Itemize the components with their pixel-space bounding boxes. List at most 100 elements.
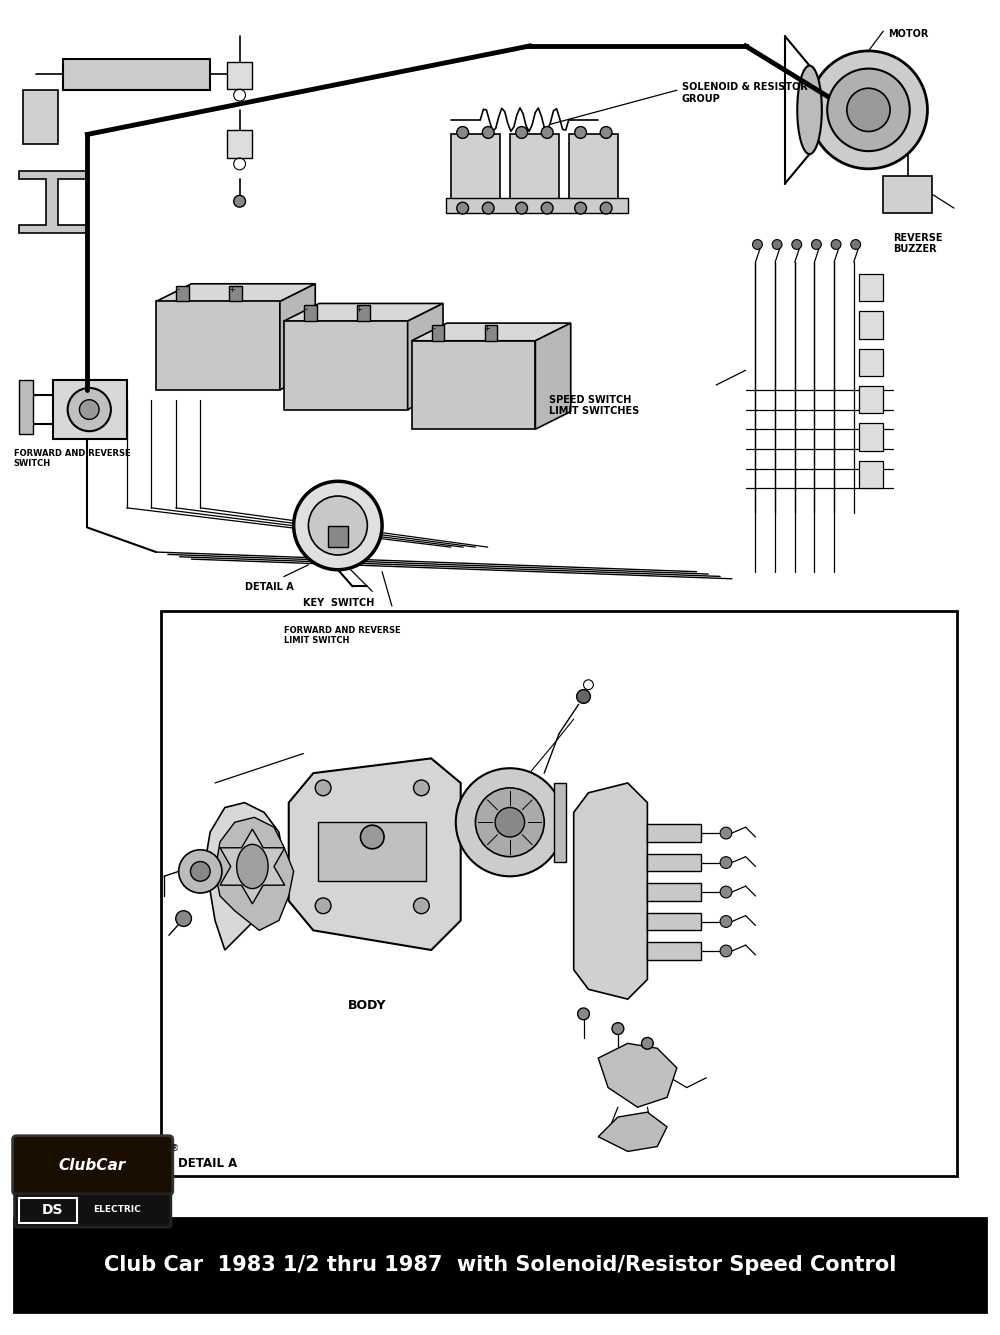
Circle shape [720, 945, 732, 957]
Polygon shape [284, 322, 408, 410]
Polygon shape [19, 171, 87, 232]
Bar [161, 611, 957, 1176]
Bar [859, 386, 883, 414]
Polygon shape [156, 284, 315, 302]
Bar [446, 199, 628, 214]
Bar [357, 306, 370, 322]
Bar [859, 461, 883, 489]
Bar [647, 824, 701, 842]
Polygon shape [598, 1112, 667, 1152]
Circle shape [541, 127, 553, 139]
Circle shape [578, 1008, 589, 1020]
Circle shape [516, 127, 528, 139]
Text: FORWARD AND REVERSE
SWITCH: FORWARD AND REVERSE SWITCH [14, 449, 130, 469]
Text: REVERSE
BUZZER: REVERSE BUZZER [893, 232, 943, 254]
Polygon shape [412, 340, 535, 430]
Circle shape [847, 88, 890, 131]
Circle shape [457, 202, 469, 214]
Text: +: + [483, 324, 490, 334]
Circle shape [234, 136, 246, 148]
Circle shape [575, 127, 586, 139]
Polygon shape [408, 303, 443, 410]
Bar [859, 348, 883, 376]
Circle shape [720, 828, 732, 838]
Circle shape [753, 239, 762, 250]
Text: ClubCar: ClubCar [59, 1157, 126, 1172]
Circle shape [495, 808, 525, 837]
Bar [53, 380, 127, 439]
Text: DETAIL A: DETAIL A [245, 582, 293, 591]
Circle shape [234, 195, 246, 207]
Circle shape [68, 388, 111, 431]
Circle shape [720, 857, 732, 869]
Text: ELECTRIC: ELECTRIC [93, 1206, 141, 1215]
Circle shape [577, 690, 590, 704]
Bar [318, 822, 426, 881]
Circle shape [234, 68, 246, 79]
Bar [328, 526, 348, 547]
Circle shape [475, 788, 544, 857]
Bar [859, 274, 883, 302]
Bar [883, 176, 932, 214]
Bar [647, 943, 701, 960]
Circle shape [457, 127, 469, 139]
Ellipse shape [797, 65, 822, 154]
Text: DS: DS [42, 1203, 64, 1218]
Circle shape [792, 239, 802, 250]
Bar [227, 131, 252, 158]
Polygon shape [156, 302, 280, 390]
FancyBboxPatch shape [13, 1136, 173, 1195]
Bar [451, 135, 500, 203]
Bar [859, 311, 883, 339]
Bar [569, 135, 618, 203]
Polygon shape [205, 802, 284, 951]
Polygon shape [280, 284, 315, 390]
Text: -: - [304, 304, 307, 314]
Polygon shape [220, 829, 285, 904]
Polygon shape [535, 323, 571, 430]
Bar [485, 324, 497, 340]
Circle shape [79, 399, 99, 419]
Polygon shape [574, 782, 647, 999]
Bar [19, 380, 33, 434]
Circle shape [360, 825, 384, 849]
Bar [647, 913, 701, 930]
Circle shape [641, 1037, 653, 1049]
Polygon shape [215, 817, 294, 930]
Circle shape [516, 202, 528, 214]
Bar [554, 782, 566, 861]
FancyBboxPatch shape [15, 1193, 171, 1227]
Circle shape [176, 910, 191, 926]
Bar [859, 423, 883, 451]
Polygon shape [598, 1044, 677, 1107]
Circle shape [308, 497, 367, 555]
Circle shape [851, 239, 861, 250]
Text: DETAIL A: DETAIL A [178, 1157, 237, 1169]
Circle shape [612, 1023, 624, 1035]
Bar [510, 135, 559, 203]
Text: FORWARD AND REVERSE
LIMIT SWITCH: FORWARD AND REVERSE LIMIT SWITCH [284, 626, 400, 645]
Bar [63, 59, 210, 91]
Text: -: - [432, 324, 435, 334]
Circle shape [315, 898, 331, 913]
Circle shape [827, 68, 910, 151]
Bar [304, 306, 317, 322]
Bar [19, 1197, 77, 1223]
Circle shape [482, 127, 494, 139]
Circle shape [315, 780, 331, 796]
Circle shape [772, 239, 782, 250]
Bar [432, 324, 444, 340]
Text: +: + [228, 286, 235, 294]
Circle shape [831, 239, 841, 250]
Bar [647, 884, 701, 901]
Polygon shape [412, 323, 571, 340]
Circle shape [720, 916, 732, 928]
Text: MOTOR: MOTOR [888, 29, 929, 39]
Text: SPEED SWITCH
LIMIT SWITCHES: SPEED SWITCH LIMIT SWITCHES [549, 395, 639, 417]
Circle shape [575, 202, 586, 214]
Circle shape [190, 861, 210, 881]
Circle shape [810, 51, 927, 168]
Circle shape [294, 482, 382, 570]
Text: -: - [177, 286, 180, 294]
Ellipse shape [237, 844, 268, 889]
